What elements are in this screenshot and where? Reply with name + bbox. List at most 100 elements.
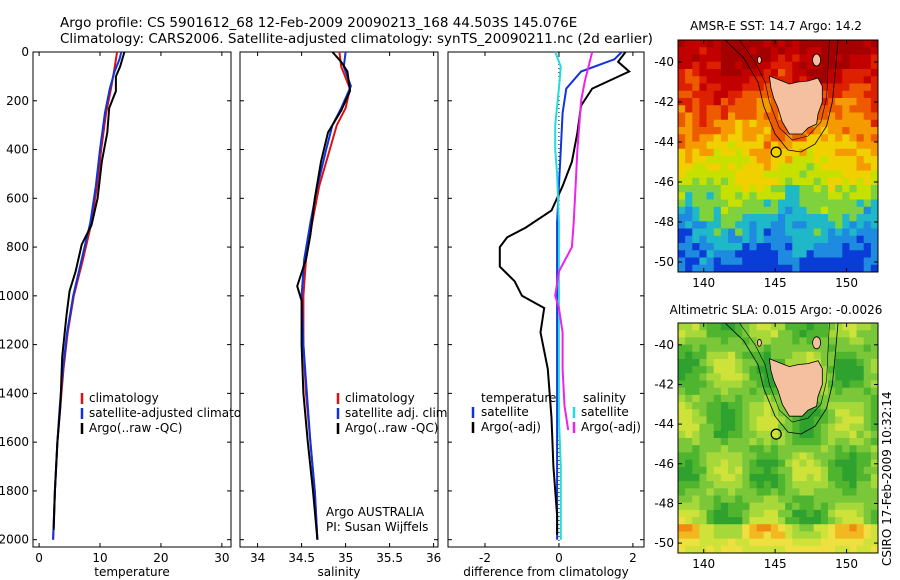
sst-map-cell xyxy=(778,177,786,186)
sst-map-cell xyxy=(820,243,829,251)
sst-map-cell xyxy=(820,148,829,157)
sst-map-cell xyxy=(735,177,743,186)
sst-map-cell xyxy=(820,90,829,99)
sst-map-cell xyxy=(770,264,779,273)
sla-map-cell xyxy=(778,502,786,511)
sst-map-title: AMSR-E SST: 14.7 Argo: 14.2 xyxy=(690,19,862,33)
sla-map-cell xyxy=(835,495,843,504)
sla-map-cell xyxy=(728,387,736,396)
sla-map-cell xyxy=(849,531,857,540)
sla-map-cell xyxy=(820,509,829,518)
sla-map-cell xyxy=(828,473,836,482)
sla-map-cell xyxy=(870,481,879,489)
sst-map-cell xyxy=(806,199,815,208)
sla-map-cell xyxy=(806,538,815,547)
sla-map-cell xyxy=(785,330,793,338)
sst-map-cell xyxy=(828,69,836,77)
sla-map-cell xyxy=(785,430,793,439)
sst-map-cell xyxy=(735,76,743,84)
sla-map-cell xyxy=(713,373,722,381)
sst-map-cell xyxy=(842,221,850,229)
sst-map-cell xyxy=(728,47,736,55)
sla-map-cell xyxy=(735,531,743,540)
sla-map-cell xyxy=(792,351,800,360)
sla-map-cell xyxy=(749,373,757,381)
sla-map-cell xyxy=(828,366,836,374)
sst-map-cell xyxy=(763,163,772,171)
sla-map-cell xyxy=(842,402,850,410)
sst-map-cell xyxy=(742,156,750,164)
sla-map-cell xyxy=(692,495,700,504)
sla-map-cell xyxy=(742,438,750,446)
sst-map-cell xyxy=(856,141,865,150)
sst-map-cell xyxy=(699,243,707,251)
sla-map-cell xyxy=(813,495,822,504)
sst-map-cell xyxy=(678,250,686,258)
sst-map-cell xyxy=(735,228,743,237)
xtick-label: 0 xyxy=(35,551,43,565)
sla-map-cell xyxy=(728,488,736,496)
sla-map-cell xyxy=(692,545,700,554)
sla-map-cell xyxy=(749,366,757,374)
sla-map-cell xyxy=(799,445,807,453)
sla-map-cell xyxy=(706,452,715,460)
sla-map-cell xyxy=(706,509,715,518)
sst-map-cell xyxy=(835,214,843,222)
sst-map-cell xyxy=(678,83,686,92)
sst-map-cell xyxy=(685,170,693,179)
sst-map-cell xyxy=(720,206,729,215)
sst-map-cell xyxy=(749,264,757,273)
sla-map-cell xyxy=(849,466,857,475)
sst-map-cell xyxy=(742,83,750,92)
sla-map-cell xyxy=(785,323,793,331)
sla-map-cell xyxy=(685,344,693,353)
sst-map-cell xyxy=(685,119,693,128)
sst-map-cell xyxy=(685,61,693,70)
sst-map-cell xyxy=(735,98,743,106)
sla-map-cell xyxy=(685,502,693,511)
sst-map-cell xyxy=(735,119,743,128)
sst-map-cell xyxy=(792,243,800,251)
sst-map-cell xyxy=(842,61,850,70)
sla-map-cell xyxy=(778,517,786,525)
sla-map-cell xyxy=(842,409,850,417)
sla-map-cell xyxy=(735,488,743,496)
sst-map-cell xyxy=(778,156,786,164)
sla-map-cell xyxy=(820,495,829,504)
xtick-label: 34 xyxy=(250,551,265,565)
sst-map-cell xyxy=(835,105,843,113)
sla-map-cell xyxy=(785,488,793,496)
sst-map-cell xyxy=(706,206,715,215)
sla-map-cell xyxy=(749,351,757,360)
sla-map-cell xyxy=(778,323,786,331)
sla-map-cell xyxy=(863,517,872,525)
sla-map-cell xyxy=(806,502,815,511)
xtick-label: 30 xyxy=(214,551,229,565)
sst-map-cell xyxy=(785,228,793,237)
sla-map-cell xyxy=(863,531,872,540)
sla-map-cell xyxy=(685,380,693,389)
sst-map-cell xyxy=(785,156,793,164)
sla-map-cell xyxy=(820,358,829,367)
sla-map-cell xyxy=(706,373,715,381)
sst-map-cell xyxy=(856,134,865,142)
sla-map-cell xyxy=(856,524,865,532)
sst-map-cell xyxy=(678,221,686,229)
sst-map-cell xyxy=(820,185,829,193)
sla-map-cell xyxy=(706,466,715,475)
sst-map-cell xyxy=(842,156,850,164)
sla-map-cell xyxy=(728,502,736,511)
sst-map-cell xyxy=(778,127,786,135)
sla-map-cell xyxy=(706,358,715,367)
sst-map-cell xyxy=(849,170,857,179)
sla-map-cell xyxy=(820,394,829,403)
sla-map-cell xyxy=(806,330,815,338)
sst-map-cell xyxy=(720,69,729,77)
sla-map-cell xyxy=(720,481,729,489)
sst-map-cell xyxy=(770,221,779,229)
sst-map-cell xyxy=(685,47,693,55)
sla-map-cell xyxy=(678,466,686,475)
sst-map-cell xyxy=(806,228,815,237)
sla-map-cell xyxy=(770,502,779,511)
sst-map-cell xyxy=(756,40,765,48)
